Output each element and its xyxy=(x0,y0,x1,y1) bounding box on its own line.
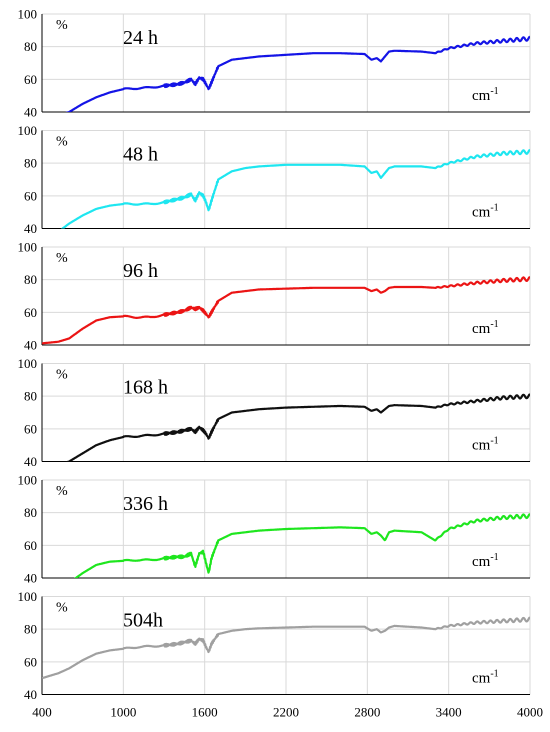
y-tick-label: 80 xyxy=(24,622,37,637)
y-unit-label: % xyxy=(56,251,68,266)
y-tick-label: 60 xyxy=(24,188,37,203)
x-tick-label: 1600 xyxy=(192,705,218,720)
y-tick-label: 80 xyxy=(24,39,37,54)
x-tick-label: 2800 xyxy=(354,705,380,720)
y-tick-label: 80 xyxy=(24,505,37,520)
y-tick-label: 60 xyxy=(24,538,37,553)
series-line xyxy=(74,513,530,578)
y-tick-label: 40 xyxy=(24,454,37,469)
x-unit-label: cm-1 xyxy=(472,203,499,221)
panel-label: 48 h xyxy=(123,144,158,166)
panel-label: 504h xyxy=(123,610,163,632)
y-tick-label: 80 xyxy=(24,272,37,287)
x-tick-label: 1000 xyxy=(110,705,136,720)
y-tick-label: 100 xyxy=(18,7,38,22)
panel-label: 24 h xyxy=(123,27,158,49)
y-tick-label: 40 xyxy=(24,571,37,586)
y-unit-label: % xyxy=(56,135,68,150)
y-unit-label: % xyxy=(56,601,68,616)
x-unit-label: cm-1 xyxy=(472,436,499,454)
x-tick-label: 4000 xyxy=(517,705,543,720)
series-line xyxy=(60,148,530,229)
y-unit-label: % xyxy=(56,368,68,383)
y-tick-label: 100 xyxy=(18,240,38,255)
x-tick-label: 3400 xyxy=(436,705,462,720)
series-line xyxy=(65,35,530,112)
x-tick-label: 2200 xyxy=(273,705,299,720)
y-tick-label: 40 xyxy=(24,338,37,353)
y-unit-label: % xyxy=(56,484,68,499)
series-line xyxy=(65,393,530,462)
series-line xyxy=(42,616,530,680)
panel-label: 96 h xyxy=(123,260,158,282)
y-tick-label: 40 xyxy=(24,687,37,702)
y-tick-label: 40 xyxy=(24,221,37,236)
y-tick-label: 40 xyxy=(24,105,37,120)
y-tick-label: 100 xyxy=(18,356,38,371)
y-tick-label: 60 xyxy=(24,421,37,436)
panel-label: 336 h xyxy=(123,493,168,515)
y-tick-label: 100 xyxy=(18,589,38,604)
x-tick-label: 400 xyxy=(32,705,52,720)
series-line xyxy=(42,275,530,345)
x-unit-label: cm-1 xyxy=(472,86,499,104)
y-tick-label: 60 xyxy=(24,654,37,669)
y-tick-label: 60 xyxy=(24,305,37,320)
panel-label: 168 h xyxy=(123,377,168,399)
x-unit-label: cm-1 xyxy=(472,319,499,337)
y-tick-label: 60 xyxy=(24,72,37,87)
y-tick-label: 80 xyxy=(24,156,37,171)
x-unit-label: cm-1 xyxy=(472,669,499,687)
y-tick-label: 100 xyxy=(18,473,38,488)
y-tick-label: 80 xyxy=(24,389,37,404)
y-unit-label: % xyxy=(56,18,68,33)
y-tick-label: 100 xyxy=(18,123,38,138)
x-unit-label: cm-1 xyxy=(472,552,499,570)
